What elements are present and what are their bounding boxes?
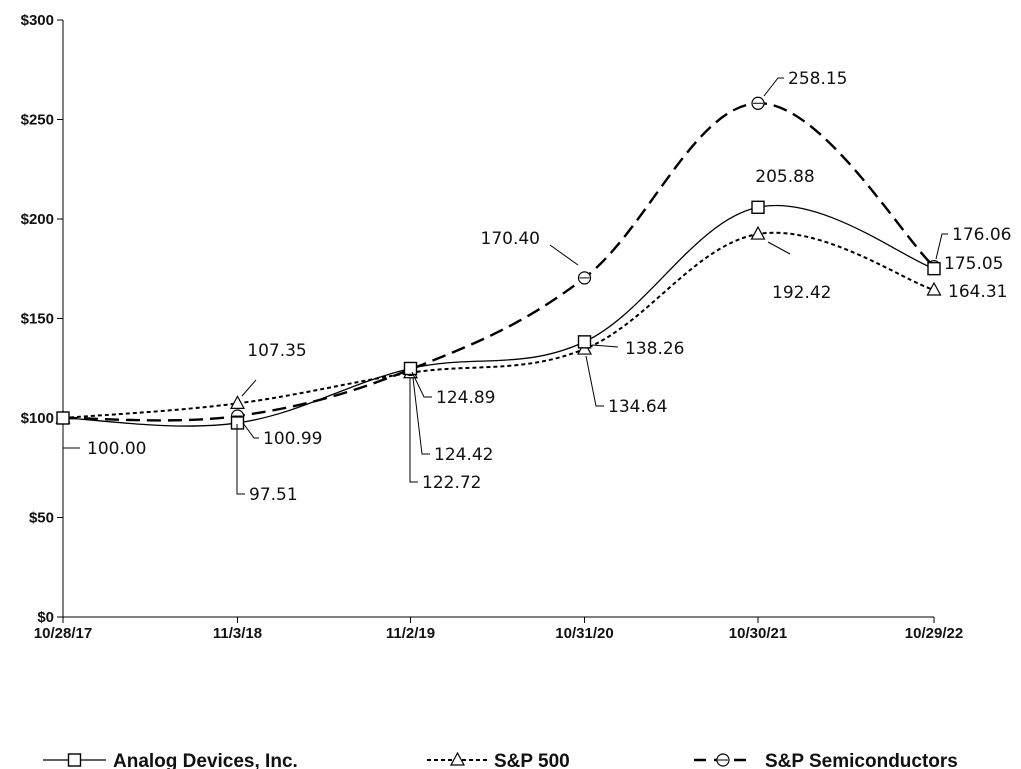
label-leader-line [412, 377, 430, 455]
marker-analog-devices-inc [751, 200, 765, 214]
x-tick-label: 10/28/17 [34, 625, 92, 642]
axes: $0 $50 $100 $150 $200 $250 $300 10/28/17 11/3/18… [21, 12, 964, 642]
label-leader-line [241, 379, 257, 397]
marker-analog-devices-inc [577, 335, 592, 349]
data-label: 100.00 [87, 439, 146, 459]
y-tick-label: $0 [37, 609, 54, 626]
label-leader-line [62, 426, 80, 449]
marker-s-p-500 [229, 395, 246, 409]
data-label: 176.06 [952, 225, 1011, 245]
label-leader-line [585, 355, 604, 407]
legend-label: Analog Devices, Inc. [113, 751, 298, 769]
label-leader-line [242, 422, 259, 439]
legend-label: S&P Semiconductors [765, 751, 958, 769]
data-label: 175.05 [944, 254, 1003, 274]
series-line-s-p-500 [62, 231, 935, 419]
data-label: 122.72 [422, 473, 481, 493]
x-tick-label: 10/29/22 [905, 625, 963, 642]
label-leader-line [767, 241, 791, 255]
data-label: 100.99 [263, 429, 322, 449]
x-tick-label: 11/3/18 [213, 625, 262, 642]
series-line-analog-devices-inc [62, 204, 935, 427]
label-leader-line [591, 344, 619, 348]
x-tick-label: 11/2/19 [386, 625, 435, 642]
y-tick-label: $100 [21, 410, 54, 427]
data-label: 205.88 [755, 167, 814, 187]
marker-analog-devices-inc [56, 411, 70, 425]
legend-item-analog-devices-inc: Analog Devices, Inc. [43, 751, 298, 769]
marker-analog-devices-inc [927, 261, 941, 276]
legend-marker [716, 753, 730, 767]
y-tick-label: $200 [21, 211, 54, 228]
marker-s-p-semiconductors [577, 271, 592, 285]
marker-s-p-semiconductors [751, 96, 765, 110]
legend-marker [449, 751, 466, 766]
series-line-s-p-semiconductors [62, 102, 935, 422]
marker-s-p-500 [926, 281, 942, 296]
y-tick-label: $150 [21, 311, 54, 328]
label-leader-line [763, 77, 784, 97]
label-leader-line [549, 244, 579, 266]
data-label: 124.42 [434, 445, 493, 465]
data-label: 164.31 [948, 282, 1007, 302]
label-leader-line [935, 233, 948, 260]
x-tick-label: 10/31/20 [555, 625, 613, 642]
label-leader-line [236, 424, 245, 495]
data-label: 192.42 [772, 283, 831, 303]
legend: Analog Devices, Inc. S&P 500 S&P Semicondu… [43, 751, 958, 769]
marker-analog-devices-inc [403, 361, 418, 376]
marker-s-p-500 [750, 225, 766, 240]
data-labels: 100.00 97.51 124.89 138.26 205.88 175.05 107.3… [62, 69, 1011, 505]
data-label: 170.40 [481, 229, 540, 249]
data-label: 97.51 [249, 485, 298, 505]
y-tick-label: $300 [21, 12, 54, 29]
legend-item-s-p-semiconductors: S&P Semiconductors [694, 751, 958, 769]
y-tick-label: $250 [21, 112, 54, 129]
series-layer [55, 96, 942, 430]
legend-label: S&P 500 [494, 751, 570, 769]
data-label: 258.15 [788, 69, 847, 89]
data-label: 138.26 [625, 339, 684, 359]
label-leader-line [409, 378, 418, 483]
legend-item-s-p-500: S&P 500 [427, 751, 570, 769]
data-label: 107.35 [247, 341, 306, 361]
legend-marker [67, 753, 82, 767]
data-label: 134.64 [608, 397, 667, 417]
x-tick-label: 10/30/21 [729, 625, 787, 642]
y-tick-label: $50 [29, 510, 54, 527]
label-leader-line [411, 371, 432, 398]
data-label: 124.89 [436, 388, 495, 408]
